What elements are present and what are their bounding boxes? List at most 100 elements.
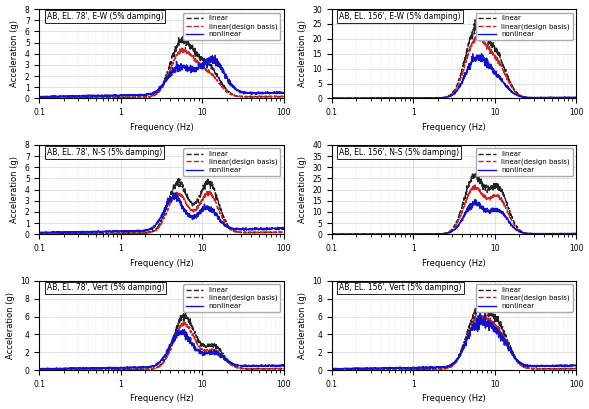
linear [52, 231, 59, 236]
nonlinear [211, 53, 219, 58]
linear(design basis) [477, 312, 484, 317]
nonlinear [370, 366, 377, 371]
nonlinear [171, 191, 178, 196]
nonlinear [329, 231, 336, 236]
linear [573, 95, 580, 100]
linear(design basis) [370, 367, 377, 372]
nonlinear [573, 363, 580, 368]
Y-axis label: Acceleration (g): Acceleration (g) [298, 292, 307, 359]
linear [52, 368, 59, 373]
nonlinear [36, 366, 43, 371]
linear(design basis) [68, 231, 75, 236]
linear [462, 190, 469, 195]
linear(design basis) [164, 352, 171, 357]
linear(design basis) [329, 367, 336, 372]
Legend: linear, linear(design basis), nonlinear: linear, linear(design basis), nonlinear [476, 13, 573, 40]
linear(design basis) [118, 231, 125, 236]
Text: AB, EL. 156', Vert (5% damping): AB, EL. 156', Vert (5% damping) [339, 283, 462, 292]
linear(design basis) [370, 231, 377, 236]
linear [361, 232, 368, 237]
nonlinear [573, 231, 580, 236]
nonlinear [457, 220, 464, 225]
linear [175, 176, 182, 181]
linear [573, 231, 580, 236]
linear [36, 367, 43, 372]
linear(design basis) [472, 182, 479, 187]
linear [118, 231, 125, 236]
nonlinear [181, 327, 188, 332]
nonlinear [142, 227, 149, 232]
linear(design basis) [573, 231, 580, 236]
linear [462, 55, 469, 60]
linear [280, 230, 287, 235]
linear [280, 366, 287, 371]
linear [411, 231, 418, 236]
nonlinear [573, 95, 580, 100]
nonlinear [170, 341, 177, 346]
linear [142, 367, 149, 372]
linear(design basis) [411, 231, 418, 236]
linear [361, 96, 368, 101]
X-axis label: Frequency (Hz): Frequency (Hz) [130, 123, 193, 132]
nonlinear [411, 95, 418, 100]
X-axis label: Frequency (Hz): Frequency (Hz) [422, 258, 486, 267]
Line: linear: linear [39, 179, 284, 234]
linear(design basis) [457, 213, 464, 218]
nonlinear [142, 92, 149, 97]
linear [280, 94, 287, 99]
linear(design basis) [51, 367, 58, 372]
linear(design basis) [180, 319, 187, 324]
nonlinear [411, 365, 418, 370]
linear [329, 232, 336, 237]
linear [142, 95, 149, 100]
nonlinear [478, 51, 485, 56]
linear [329, 96, 336, 101]
linear(design basis) [37, 96, 44, 101]
linear(design basis) [435, 366, 442, 371]
linear(design basis) [475, 32, 482, 37]
linear [411, 367, 418, 372]
nonlinear [330, 367, 337, 372]
linear [36, 95, 43, 100]
nonlinear [329, 96, 336, 101]
linear [343, 232, 350, 237]
linear(design basis) [280, 366, 287, 371]
linear(design basis) [36, 367, 43, 372]
Line: nonlinear: nonlinear [332, 312, 576, 369]
linear(design basis) [329, 232, 336, 237]
Y-axis label: Acceleration (g): Acceleration (g) [298, 20, 307, 87]
linear [37, 96, 44, 101]
linear [185, 34, 192, 39]
linear [164, 67, 171, 72]
linear(design basis) [573, 95, 580, 100]
Line: linear: linear [332, 172, 576, 234]
linear [68, 95, 75, 100]
Line: linear: linear [39, 311, 284, 370]
nonlinear [462, 342, 469, 347]
Legend: linear, linear(design basis), nonlinear: linear, linear(design basis), nonlinear [183, 13, 280, 40]
nonlinear [118, 365, 125, 370]
nonlinear [346, 96, 353, 101]
linear [435, 367, 442, 372]
linear [36, 231, 43, 236]
Line: linear(design basis): linear(design basis) [39, 191, 284, 234]
linear [343, 368, 350, 373]
Legend: linear, linear(design basis), nonlinear: linear, linear(design basis), nonlinear [183, 284, 280, 312]
nonlinear [164, 75, 171, 80]
linear [118, 367, 125, 372]
nonlinear [68, 94, 75, 99]
linear(design basis) [170, 61, 177, 66]
linear [370, 96, 377, 101]
linear [370, 367, 377, 372]
Y-axis label: Acceleration (g): Acceleration (g) [10, 20, 19, 87]
linear [573, 366, 580, 371]
linear [170, 335, 177, 340]
linear [68, 367, 75, 372]
Line: nonlinear: nonlinear [332, 200, 576, 234]
linear(design basis) [411, 96, 418, 101]
linear [329, 96, 336, 101]
Line: linear(design basis): linear(design basis) [332, 315, 576, 370]
linear [329, 367, 336, 372]
linear(design basis) [338, 367, 345, 372]
linear [473, 170, 480, 175]
